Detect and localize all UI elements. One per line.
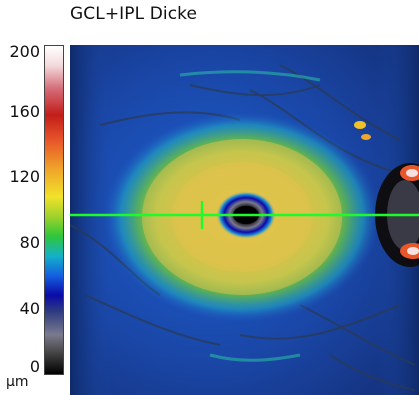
scale-tick-160: 160 xyxy=(9,102,40,121)
map-title: GCL+IPL Dicke xyxy=(70,4,198,24)
thickness-map xyxy=(70,45,419,395)
crosshair xyxy=(70,201,419,229)
scale-tick-200: 200 xyxy=(9,42,40,61)
scale-tick-120: 120 xyxy=(9,167,40,186)
color-scale-bar xyxy=(44,45,64,375)
scale-unit-label: µm xyxy=(6,374,29,390)
scale-tick-40: 40 xyxy=(19,299,40,318)
scale-tick-80: 80 xyxy=(19,233,40,252)
scale-tick-0: 0 xyxy=(29,357,40,376)
